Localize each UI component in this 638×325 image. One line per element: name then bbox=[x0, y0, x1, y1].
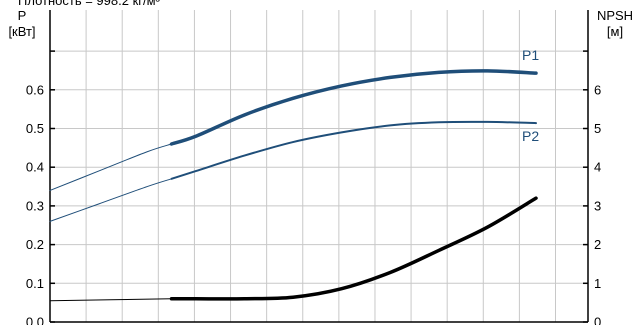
right-axis-unit: [м] bbox=[607, 24, 623, 39]
left-axis-tick-label: 0.1 bbox=[26, 276, 44, 291]
left-axis-tick-label: 0.4 bbox=[26, 160, 44, 175]
left-axis-tick-label: 0.3 bbox=[26, 198, 44, 213]
series-npsh-extrapolated-line bbox=[49, 298, 172, 302]
left-axis-tick-label: 0.0 bbox=[26, 315, 44, 325]
series-p2-extrapolated-line bbox=[49, 178, 172, 222]
series-p1-extrapolated-line bbox=[49, 143, 172, 191]
left-axis-tick-label: 0.6 bbox=[26, 82, 44, 97]
right-axis-tick-label: 2 bbox=[594, 237, 601, 252]
series-p1-line bbox=[169, 69, 538, 146]
series-label-p1: P1 bbox=[522, 47, 539, 63]
text-layer: Плотность = 998.2 кг/м³ P [кВт] NPSH [м]… bbox=[8, 0, 633, 325]
series-layer bbox=[49, 69, 538, 302]
right-axis-tick-label: 0 bbox=[594, 315, 601, 325]
left-axis-tick-label: 0.2 bbox=[26, 237, 44, 252]
series-p2-line bbox=[170, 120, 537, 180]
right-axis-tick-label: 3 bbox=[594, 198, 601, 213]
left-axis-title: P bbox=[18, 8, 27, 23]
series-npsh-line bbox=[169, 196, 538, 301]
right-axis-tick-label: 5 bbox=[594, 121, 601, 136]
axes bbox=[49, 10, 589, 323]
series-label-p2: P2 bbox=[522, 128, 539, 144]
right-axis-tick-label: 4 bbox=[594, 160, 601, 175]
right-axis-title: NPSH bbox=[597, 8, 633, 23]
right-axis-tick-label: 1 bbox=[594, 276, 601, 291]
right-axis-tick-label: 6 bbox=[594, 82, 601, 97]
left-axis-unit: [кВт] bbox=[8, 24, 35, 39]
left-axis-tick-label: 0.5 bbox=[26, 121, 44, 136]
chart-title: Плотность = 998.2 кг/м³ bbox=[18, 0, 161, 8]
grid bbox=[50, 10, 588, 322]
